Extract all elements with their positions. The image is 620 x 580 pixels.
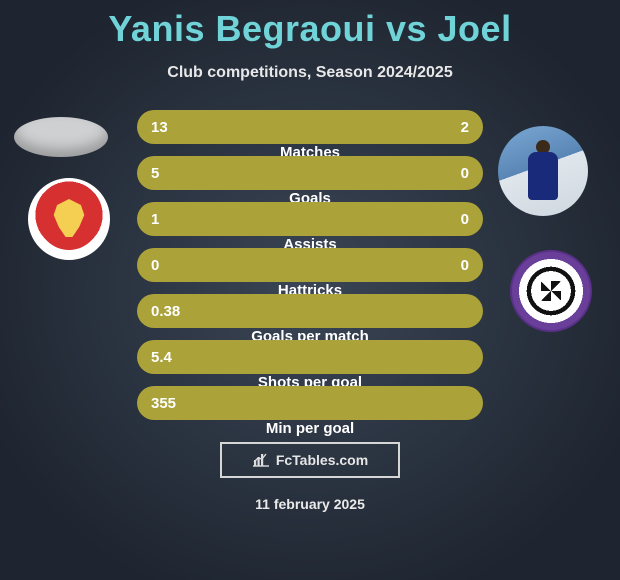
- stat-right-value: 0: [439, 165, 469, 182]
- club2-crest: [510, 250, 592, 332]
- chart-icon: [252, 451, 270, 470]
- stat-right-value: 0: [439, 257, 469, 274]
- club1-crest: [28, 178, 110, 260]
- player2-avatar: [498, 126, 588, 216]
- stat-left-value: 1: [151, 211, 181, 228]
- subtitle: Club competitions, Season 2024/2025: [0, 64, 620, 82]
- stat-row: 5.4 Shots per goal: [137, 340, 483, 374]
- brand-box[interactable]: FcTables.com: [220, 442, 400, 478]
- stat-row: 355 Min per goal: [137, 386, 483, 420]
- stat-left-value: 5.4: [151, 349, 181, 366]
- stat-right-value: 0: [439, 211, 469, 228]
- stat-left-value: 5: [151, 165, 181, 182]
- stat-row: 1 0 Assists: [137, 202, 483, 236]
- stat-left-value: 13: [151, 119, 181, 136]
- stat-row: 0.38 Goals per match: [137, 294, 483, 328]
- stat-left-value: 0: [151, 257, 181, 274]
- player1-avatar: [14, 117, 108, 157]
- stat-left-value: 355: [151, 395, 181, 412]
- stat-row: 0 0 Hattricks: [137, 248, 483, 282]
- brand-label: FcTables.com: [276, 452, 368, 468]
- stat-right-value: 2: [439, 119, 469, 136]
- date-label: 11 february 2025: [0, 496, 620, 512]
- stat-row: 13 2 Matches: [137, 110, 483, 144]
- stat-left-value: 0.38: [151, 303, 181, 320]
- stat-label: Min per goal: [266, 420, 354, 437]
- page-title: Yanis Begraoui vs Joel: [0, 0, 620, 50]
- stat-row: 5 0 Goals: [137, 156, 483, 190]
